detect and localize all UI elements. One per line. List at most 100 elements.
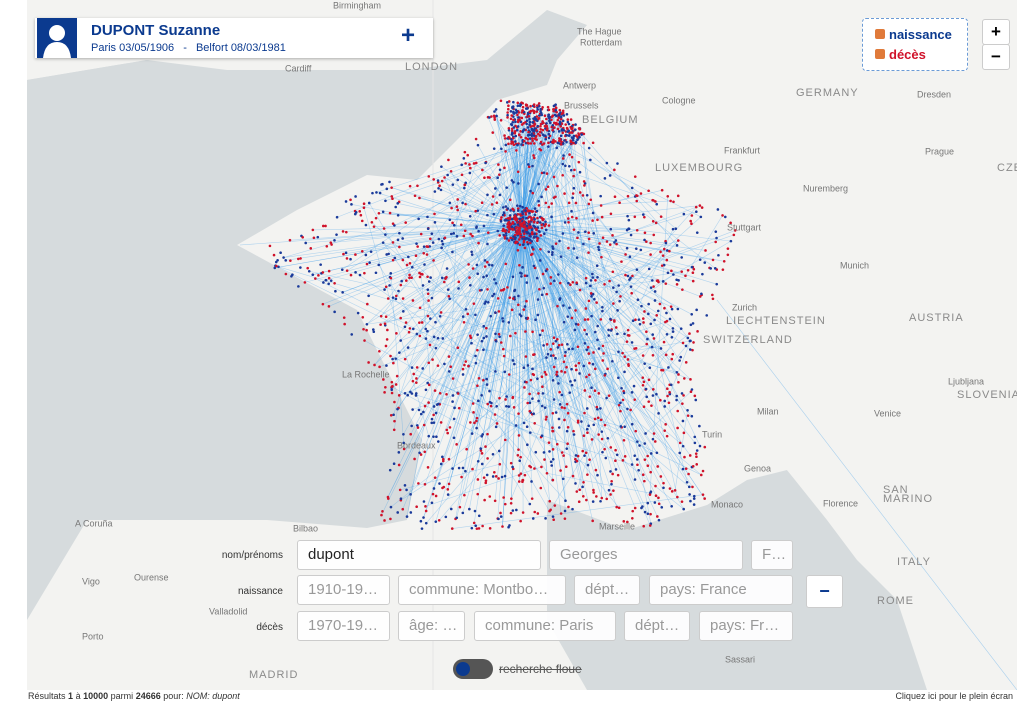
point <box>483 498 486 502</box>
link <box>476 224 523 429</box>
point <box>687 472 690 476</box>
point <box>303 281 307 284</box>
point <box>661 369 665 372</box>
point <box>383 519 386 522</box>
point <box>329 279 333 282</box>
map-label: Brussels <box>564 100 599 110</box>
point <box>557 343 561 347</box>
link <box>387 224 523 498</box>
point <box>518 213 522 216</box>
point <box>450 527 454 530</box>
input-field[interactable]: 1970-19… <box>297 611 390 641</box>
point <box>394 205 397 209</box>
point <box>464 162 467 165</box>
point <box>529 104 532 108</box>
point <box>343 322 346 326</box>
point <box>513 131 517 135</box>
point <box>386 495 390 499</box>
point <box>577 133 581 137</box>
fullscreen-link[interactable]: Cliquez ici pour le plein écran <box>895 691 1013 701</box>
link <box>576 283 635 349</box>
map-label: Sassari <box>725 654 755 664</box>
point <box>638 444 641 447</box>
link <box>503 230 565 421</box>
input-field[interactable]: pays: Fr… <box>699 611 793 641</box>
toggle[interactable] <box>453 659 493 679</box>
input-field[interactable]: âge: … <box>398 611 465 641</box>
input-field[interactable]: commune: Paris <box>474 611 616 641</box>
zoom-in[interactable]: + <box>982 19 1010 45</box>
input-field[interactable]: dupont <box>297 540 541 570</box>
point <box>659 475 663 478</box>
input-field[interactable]: dépt… <box>574 575 640 605</box>
point <box>513 289 516 293</box>
point <box>664 353 668 357</box>
link <box>434 222 551 502</box>
input-field[interactable]: dépt… <box>624 611 690 641</box>
point <box>538 230 541 234</box>
input-field[interactable]: 1910-19… <box>297 575 390 605</box>
point <box>284 272 288 276</box>
point <box>469 166 472 170</box>
collapse-button[interactable]: − <box>806 575 843 608</box>
link <box>527 112 621 412</box>
link <box>520 224 523 273</box>
point <box>703 497 706 500</box>
point <box>695 231 699 234</box>
input-field[interactable]: commune: Montbo… <box>398 575 566 605</box>
point <box>505 404 508 408</box>
point <box>640 304 643 308</box>
point <box>477 514 481 518</box>
link <box>453 228 515 438</box>
point <box>652 337 656 340</box>
point <box>417 408 421 412</box>
point <box>559 512 563 515</box>
link <box>486 327 543 331</box>
link <box>476 180 513 265</box>
checkbox[interactable] <box>875 29 885 39</box>
point <box>562 360 566 364</box>
input-field[interactable]: Georges <box>549 540 743 570</box>
point <box>645 342 649 346</box>
fuzzy-label[interactable]: recherche floue <box>499 662 582 676</box>
point <box>558 239 561 243</box>
input-field[interactable]: pays: France <box>649 575 793 605</box>
t: 24666 <box>135 691 161 701</box>
point <box>382 378 385 381</box>
point <box>436 179 440 182</box>
link <box>447 224 523 490</box>
link <box>570 119 577 370</box>
point <box>703 445 707 449</box>
legend-death[interactable]: décès <box>875 47 926 62</box>
point <box>416 245 419 248</box>
point <box>550 253 554 256</box>
zoom-out[interactable]: − <box>982 44 1010 70</box>
point <box>424 337 428 340</box>
link <box>513 113 680 361</box>
add-button[interactable]: + <box>401 22 416 49</box>
point <box>560 128 564 132</box>
point <box>457 287 460 290</box>
legend-birth[interactable]: naissance <box>875 27 952 42</box>
input-field[interactable]: F… <box>751 540 793 570</box>
point <box>486 457 489 460</box>
point <box>595 495 598 498</box>
point <box>482 224 486 228</box>
map-label: Antwerp <box>563 80 596 90</box>
point <box>582 494 585 498</box>
point <box>600 430 604 433</box>
point <box>279 251 282 255</box>
point <box>643 510 647 514</box>
link <box>449 371 566 501</box>
point <box>676 307 680 311</box>
checkbox[interactable] <box>875 49 885 59</box>
point <box>474 354 477 358</box>
link <box>521 129 526 226</box>
point <box>517 238 521 241</box>
point <box>407 330 411 334</box>
link <box>559 353 604 428</box>
point <box>536 377 539 380</box>
point <box>545 471 549 475</box>
map-label: Vigo <box>82 576 100 586</box>
point <box>503 134 506 137</box>
